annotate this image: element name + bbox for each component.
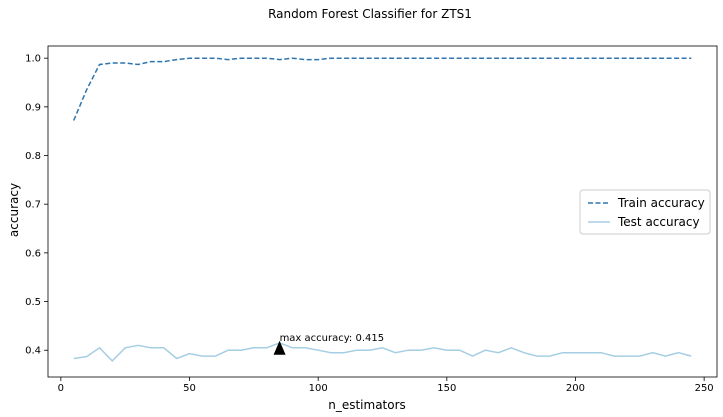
x-tick-label: 100 <box>309 383 328 394</box>
legend: Train accuracy Test accuracy <box>579 189 711 235</box>
x-tick-label: 50 <box>183 383 196 394</box>
y-tick-label: 0.9 <box>25 102 41 113</box>
y-tick-label: 0.7 <box>25 200 41 211</box>
max-accuracy-annotation: max accuracy: 0.415 <box>280 333 385 344</box>
legend-box <box>579 189 711 235</box>
train-accuracy-line <box>73 57 692 121</box>
legend-train-label: Train accuracy <box>617 196 705 210</box>
legend-test-label: Test accuracy <box>617 215 700 229</box>
x-tick-label: 200 <box>566 383 585 394</box>
x-tick-label: 150 <box>437 383 456 394</box>
chart-title: Random Forest Classifier for ZTS1 <box>268 7 472 21</box>
y-tick-label: 0.4 <box>25 346 41 357</box>
y-axis-label: accuracy <box>7 183 21 237</box>
y-tick-label: 0.8 <box>25 151 41 162</box>
test-accuracy-line <box>73 342 692 362</box>
y-tick-label: 0.6 <box>25 248 41 259</box>
y-tick-label: 1.0 <box>25 54 41 65</box>
plot-area: 0 50 100 150 200 250 0.4 0.5 0.6 0.7 0.8 0.9 1.0 max … <box>25 45 718 394</box>
max-accuracy-marker <box>273 340 286 355</box>
x-tick-label: 0 <box>58 383 64 394</box>
x-axis-label: n_estimators <box>328 398 406 412</box>
axes-frame <box>47 45 718 378</box>
y-tick-label: 0.5 <box>25 297 41 308</box>
x-tick-label: 250 <box>695 383 714 394</box>
